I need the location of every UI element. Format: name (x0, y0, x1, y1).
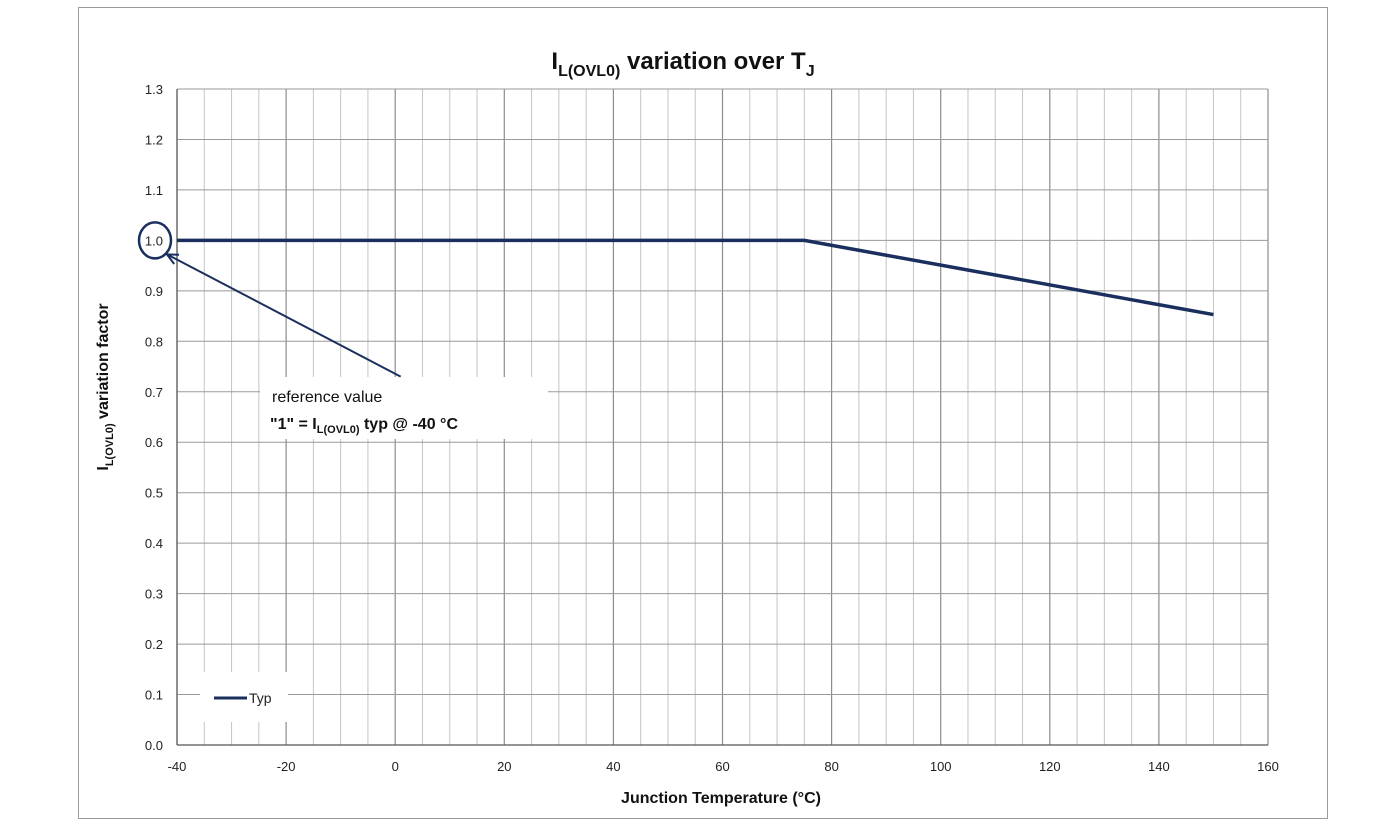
x-tick-labels: -40 -20 0 20 40 60 80 100 120 140 160 (168, 759, 1279, 774)
annotation-line-1: reference value (272, 389, 382, 406)
series-line-typ (177, 238, 1214, 317)
x-tick-label: 20 (497, 759, 511, 774)
chart-title: IL(OVL0) variation over TJ (551, 48, 814, 80)
annotation-line-2: "1" = IL(OVL0) typ @ -40 °C (270, 416, 458, 436)
reference-annotation: reference value "1" = IL(OVL0) typ @ -40… (137, 221, 548, 439)
x-tick-label: 120 (1039, 759, 1061, 774)
y-tick-label: 0.3 (145, 587, 163, 602)
x-tick-label: 100 (930, 759, 952, 774)
y-tick-label: 0.5 (145, 486, 163, 501)
title-sub: L(OVL0) (558, 63, 620, 80)
x-tick-label: 80 (824, 759, 838, 774)
x-tick-label: 140 (1148, 759, 1170, 774)
y-tick-label: 0.4 (145, 536, 163, 551)
y-axis-title: IL(OVL0) variation factor (95, 303, 116, 470)
legend: Typ (200, 672, 288, 722)
title-main: I (551, 48, 558, 75)
annotation-line-2-post: typ @ -40 °C (360, 416, 459, 433)
y-title-sub: L(OVL0) (104, 423, 116, 466)
title-mid: variation over T (620, 48, 806, 75)
y-tick-label: 0.1 (145, 688, 163, 703)
y-tick-label: 1.2 (145, 132, 163, 147)
x-axis-title: Junction Temperature (°C) (621, 790, 821, 807)
x-tick-label: -20 (277, 759, 296, 774)
title-sub2: J (806, 63, 815, 80)
y-tick-label: 0.2 (145, 637, 163, 652)
x-tick-label: 160 (1257, 759, 1279, 774)
x-tick-label: 60 (715, 759, 729, 774)
annotation-arrow-head (164, 253, 180, 265)
series-layer (177, 238, 1214, 317)
x-tick-label: 0 (392, 759, 399, 774)
x-tick-label: 40 (606, 759, 620, 774)
y-tick-label: 0.7 (145, 385, 163, 400)
y-tick-label: 0.0 (145, 738, 163, 753)
legend-label-typ: Typ (249, 690, 272, 706)
annotation-line-2-sub: L(OVL0) (317, 424, 360, 436)
annotation-box (260, 377, 548, 439)
annotation-line-2-pre: "1" = I (270, 416, 317, 433)
y-tick-label: 0.6 (145, 435, 163, 450)
annotation-arrow-line (166, 253, 402, 378)
y-tick-labels: 0.0 0.1 0.2 0.3 0.4 0.5 0.6 0.7 0.8 0.9 1.0 1.1 1.2 1… (145, 82, 163, 753)
y-tick-label: 0.9 (145, 284, 163, 299)
x-tick-label: -40 (168, 759, 187, 774)
reference-circle (137, 221, 173, 260)
y-tick-label: 1.3 (145, 82, 163, 97)
y-title-main: I (95, 466, 112, 470)
y-tick-label: 1.1 (145, 183, 163, 198)
y-tick-label: 1.0 (145, 233, 163, 248)
y-tick-label: 0.8 (145, 334, 163, 349)
y-title-rest: variation factor (95, 303, 112, 423)
